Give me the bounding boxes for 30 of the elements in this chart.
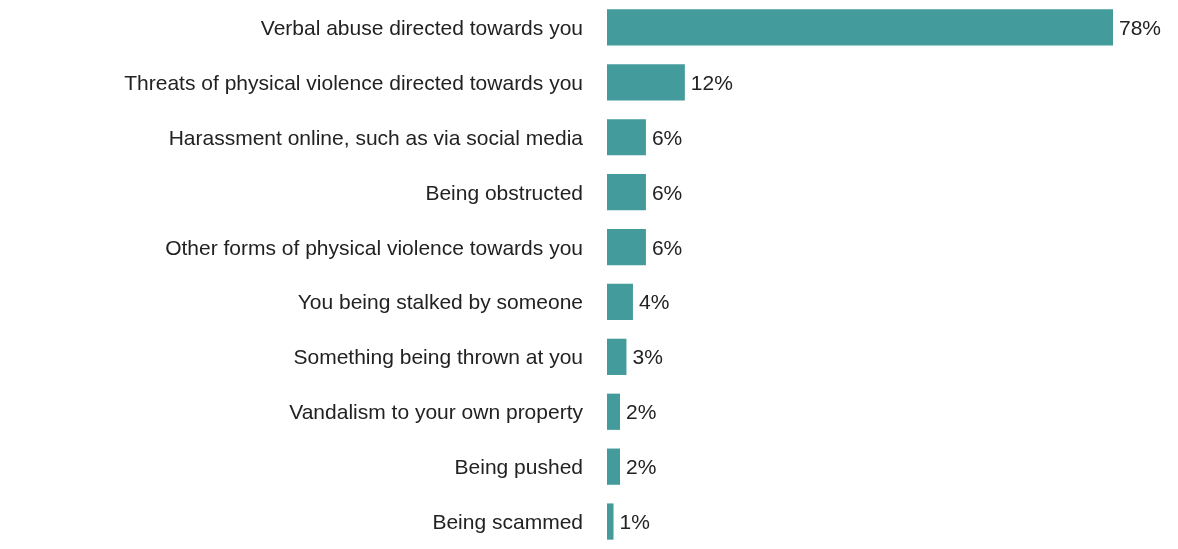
bar [607,9,1113,46]
data-label: 6% [651,235,683,259]
y-tick-label: Other forms of physical violence towards you [165,235,583,259]
bar [607,448,620,485]
data-label: 6% [651,125,683,149]
y-tick-label: You being stalked by someone [297,290,583,314]
bar [607,64,685,101]
bar [607,393,620,430]
y-tick-label: Vandalism to your own property [289,400,584,424]
bar [607,228,646,266]
bar [607,174,646,211]
y-tick-label: Something being thrown at you [293,345,583,369]
y-tick-label: Harassment online, such as via social media [168,125,584,149]
data-label: 2% [625,400,657,424]
data-label: 3% [632,345,663,369]
y-tick-label: Verbal abuse directed towards you [260,15,583,39]
y-tick-label: Being obstructed [425,180,583,204]
data-label: 2% [625,455,657,479]
y-tick-label: Threats of physical violence directed towards you [124,70,583,94]
bar [607,338,627,375]
data-label: 6% [651,180,683,204]
data-label: 78% [1119,15,1162,39]
data-label: 12% [690,70,733,94]
bar [607,119,646,156]
bar [607,503,614,540]
y-tick-label: Being pushed [454,455,583,479]
data-label: 4% [638,290,670,314]
data-label: 1% [619,510,650,534]
bar [607,283,633,321]
y-tick-label: Being scammed [432,510,583,534]
